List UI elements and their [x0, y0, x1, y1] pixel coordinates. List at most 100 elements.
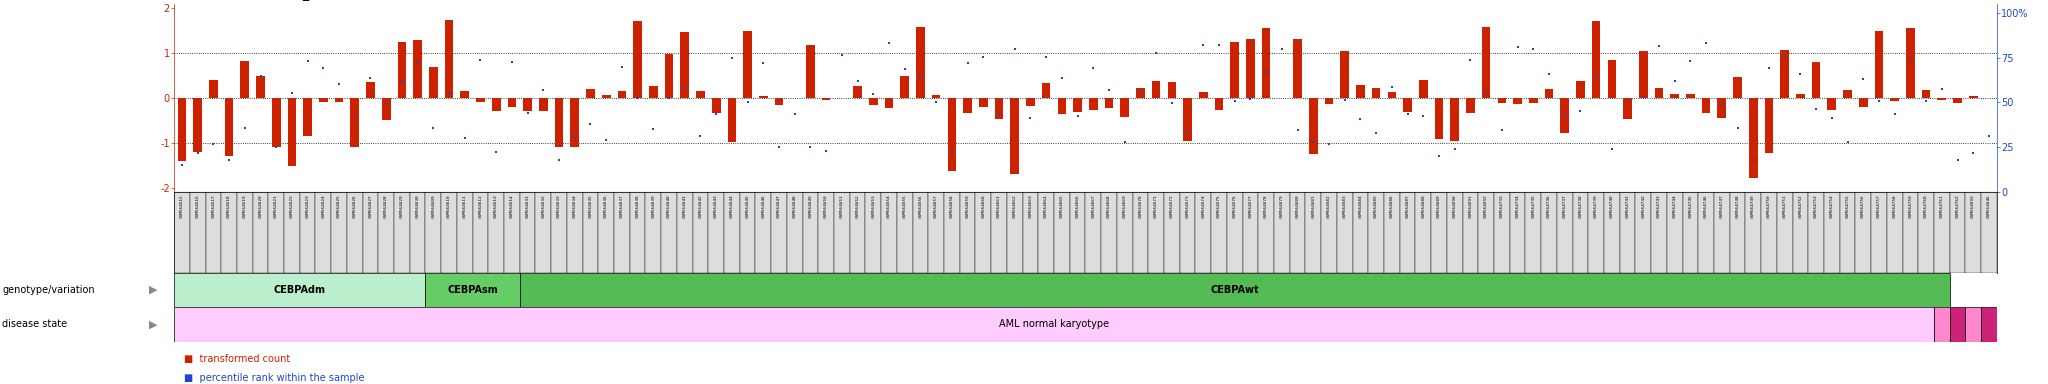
Bar — [1026, 98, 1034, 106]
Text: GSM564747: GSM564747 — [1720, 194, 1724, 218]
Text: GSM564690: GSM564690 — [1452, 194, 1456, 218]
Text: GSM564643: GSM564643 — [715, 194, 719, 218]
Bar — [850, 192, 866, 273]
Bar — [1933, 192, 1950, 273]
Text: GSM564609: GSM564609 — [432, 194, 436, 218]
Bar — [821, 98, 831, 100]
Bar — [426, 273, 520, 307]
Text: GSM564635: GSM564635 — [588, 194, 592, 218]
Text: GSM564668: GSM564668 — [1108, 194, 1110, 218]
Text: GSM564616: GSM564616 — [197, 194, 199, 218]
Text: GSM564756: GSM564756 — [1862, 194, 1866, 218]
Bar — [1104, 98, 1114, 108]
Bar — [268, 192, 285, 273]
Text: GSM564738: GSM564738 — [1579, 194, 1583, 218]
Text: GSM564673: GSM564673 — [1186, 194, 1190, 218]
Bar — [586, 89, 594, 98]
Point — [1188, 42, 1221, 48]
Bar — [854, 86, 862, 98]
Text: GSM564637: GSM564637 — [621, 194, 625, 218]
Text: GSM564761: GSM564761 — [1939, 194, 1944, 218]
Text: GSM564663: GSM564663 — [1028, 194, 1032, 218]
Bar — [461, 91, 469, 98]
Text: GSM564759: GSM564759 — [1909, 194, 1913, 218]
Text: GSM564639: GSM564639 — [651, 194, 655, 218]
Text: GSM564755: GSM564755 — [1845, 194, 1849, 218]
Point — [856, 91, 889, 97]
Bar — [901, 76, 909, 98]
Bar — [743, 31, 752, 98]
Point — [637, 126, 670, 132]
Bar — [1825, 192, 1839, 273]
Bar — [393, 192, 410, 273]
Bar — [713, 98, 721, 113]
Bar — [979, 98, 987, 106]
Text: GSM564691: GSM564691 — [1468, 194, 1473, 218]
Bar — [473, 192, 487, 273]
Text: GSM564638: GSM564638 — [635, 194, 639, 218]
Bar — [961, 192, 975, 273]
Bar — [209, 80, 217, 98]
Point — [903, 73, 936, 79]
Bar — [1933, 307, 1950, 342]
Bar — [1262, 28, 1270, 98]
Point — [1077, 65, 1110, 71]
Point — [1235, 96, 1268, 102]
Bar — [725, 192, 739, 273]
Bar — [381, 98, 391, 120]
Bar — [440, 192, 457, 273]
Bar — [1057, 98, 1067, 114]
Point — [1753, 65, 1786, 71]
Bar — [504, 192, 520, 273]
Point — [276, 90, 309, 96]
Text: GSM564670: GSM564670 — [1139, 194, 1143, 218]
Text: GSM564630: GSM564630 — [416, 194, 420, 218]
Text: GSM564642: GSM564642 — [698, 194, 702, 218]
Bar — [1872, 192, 1886, 273]
Bar — [582, 192, 598, 273]
Text: GSM564733: GSM564733 — [1499, 194, 1503, 218]
Point — [621, 95, 653, 101]
Bar — [1921, 90, 1931, 98]
Bar — [1010, 98, 1020, 174]
Bar — [256, 76, 264, 98]
Bar — [1389, 92, 1397, 98]
Text: GSM564693: GSM564693 — [1972, 194, 1974, 218]
Bar — [477, 98, 485, 103]
Point — [997, 46, 1030, 52]
Text: GSM564633: GSM564633 — [557, 194, 561, 218]
Bar — [1968, 96, 1978, 98]
Point — [1659, 78, 1692, 84]
Text: GSM564741: GSM564741 — [1626, 194, 1630, 218]
Text: GSM564736: GSM564736 — [1546, 194, 1550, 218]
Bar — [1686, 94, 1694, 98]
Point — [795, 144, 827, 150]
Bar — [535, 192, 551, 273]
Bar — [444, 20, 453, 98]
Bar — [1196, 192, 1210, 273]
Point — [1329, 96, 1362, 103]
Bar — [414, 40, 422, 98]
Bar — [1102, 192, 1116, 273]
Bar — [428, 66, 438, 98]
Bar — [1638, 51, 1647, 98]
Bar — [539, 98, 547, 111]
Text: ▶: ▶ — [150, 285, 158, 295]
Point — [1815, 115, 1847, 121]
Bar — [645, 192, 662, 273]
Bar — [774, 98, 782, 106]
Point — [1061, 113, 1094, 119]
Text: GSM564679: GSM564679 — [1280, 194, 1284, 218]
Text: GSM564740: GSM564740 — [1610, 194, 1614, 218]
Point — [465, 57, 498, 63]
Point — [1942, 157, 1974, 164]
Point — [1407, 113, 1440, 119]
Bar — [1227, 192, 1243, 273]
Bar — [287, 98, 297, 166]
Bar — [1022, 192, 1038, 273]
Bar — [1479, 192, 1493, 273]
Bar — [1008, 192, 1022, 273]
Text: GSM564685: GSM564685 — [1374, 194, 1378, 218]
Text: GSM564666: GSM564666 — [1075, 194, 1079, 218]
Point — [1548, 111, 1581, 118]
